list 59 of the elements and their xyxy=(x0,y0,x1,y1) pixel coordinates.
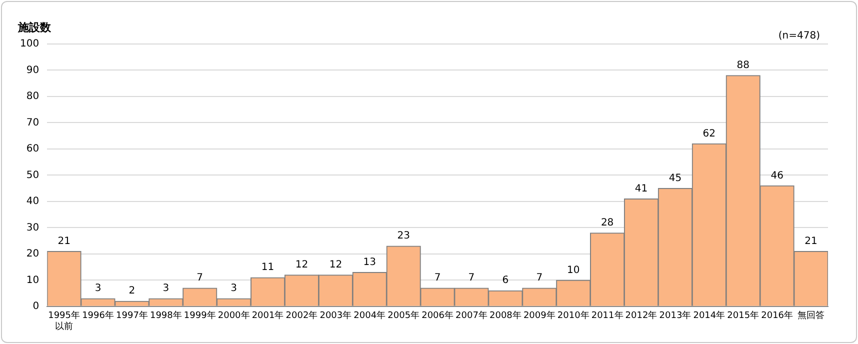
text: (n=478) xyxy=(778,30,820,42)
x-tick-label: 無回答 xyxy=(798,310,825,322)
data-label: 6 xyxy=(502,275,509,286)
data-label: 41 xyxy=(634,183,648,194)
x-tick-label: 2003年 xyxy=(320,310,352,322)
y-tick-label: 10 xyxy=(26,274,40,286)
x-tick-label: 1997年 xyxy=(116,310,148,322)
y-tick-label: 40 xyxy=(26,196,40,208)
y-tick-label: 100 xyxy=(20,38,40,50)
data-label: 13 xyxy=(363,256,376,268)
x-tick-label: 2001年 xyxy=(252,310,284,322)
y-tick-label: 0 xyxy=(32,300,40,312)
x-tick-label: 1995年以前 xyxy=(48,310,80,332)
data-label: 10 xyxy=(566,264,580,276)
x-tick-label: 2009年 xyxy=(523,310,556,322)
x-tick-label: 2002年 xyxy=(286,310,318,322)
x-tick-label: 1998年 xyxy=(150,310,182,322)
data-label: 62 xyxy=(702,128,716,140)
data-label: 12 xyxy=(295,260,308,271)
x-tick-label: 2006年 xyxy=(422,310,454,322)
data-label: 88 xyxy=(736,60,750,72)
data-label: 28 xyxy=(600,218,614,229)
y-tick-label: 30 xyxy=(26,222,40,234)
data-label: 7 xyxy=(196,272,204,284)
x-tick-label: 2016年 xyxy=(761,310,794,322)
x-tick-label: 2007年 xyxy=(456,310,488,322)
data-label: 3 xyxy=(94,283,102,294)
data-label: 7 xyxy=(468,272,475,284)
x-tick-label: 2005年 xyxy=(388,310,420,322)
x-tick-label: 2012年 xyxy=(625,310,658,322)
y-tick-label: 60 xyxy=(26,144,40,155)
data-label: 7 xyxy=(536,272,543,284)
y-tick-label: 20 xyxy=(26,248,40,260)
data-label: 45 xyxy=(668,172,682,184)
data-label: 3 xyxy=(162,283,170,294)
x-tick-label: 2000年 xyxy=(218,310,250,322)
x-tick-label: 2011年 xyxy=(591,310,624,322)
y-axis-title: 施設数 xyxy=(17,20,52,34)
x-tick-label: 2013年 xyxy=(659,310,692,322)
data-label: 23 xyxy=(397,230,410,242)
x-tick-label: 2008年 xyxy=(489,310,522,322)
data-label: 12 xyxy=(329,260,342,271)
data-label: 3 xyxy=(230,283,238,294)
x-tick-label: 1996年 xyxy=(82,310,114,322)
y-tick-label: 50 xyxy=(26,170,40,181)
data-label: 21 xyxy=(804,236,818,247)
x-tick-label: 2010年 xyxy=(557,310,590,322)
x-tick-label: 2015年 xyxy=(727,310,760,322)
data-label: 2 xyxy=(128,286,136,297)
data-label: 46 xyxy=(770,170,784,182)
data-label: 11 xyxy=(261,262,274,274)
x-tick-label: 1999年 xyxy=(184,310,216,322)
data-label: 7 xyxy=(434,272,441,284)
y-tick-label: 80 xyxy=(26,91,40,102)
y-tick-label: 70 xyxy=(26,117,40,128)
x-tick-label: 2004年 xyxy=(354,310,386,322)
x-tick-label: 2014年 xyxy=(693,310,726,322)
y-tick-label: 90 xyxy=(26,64,40,76)
data-label: 21 xyxy=(58,236,70,247)
